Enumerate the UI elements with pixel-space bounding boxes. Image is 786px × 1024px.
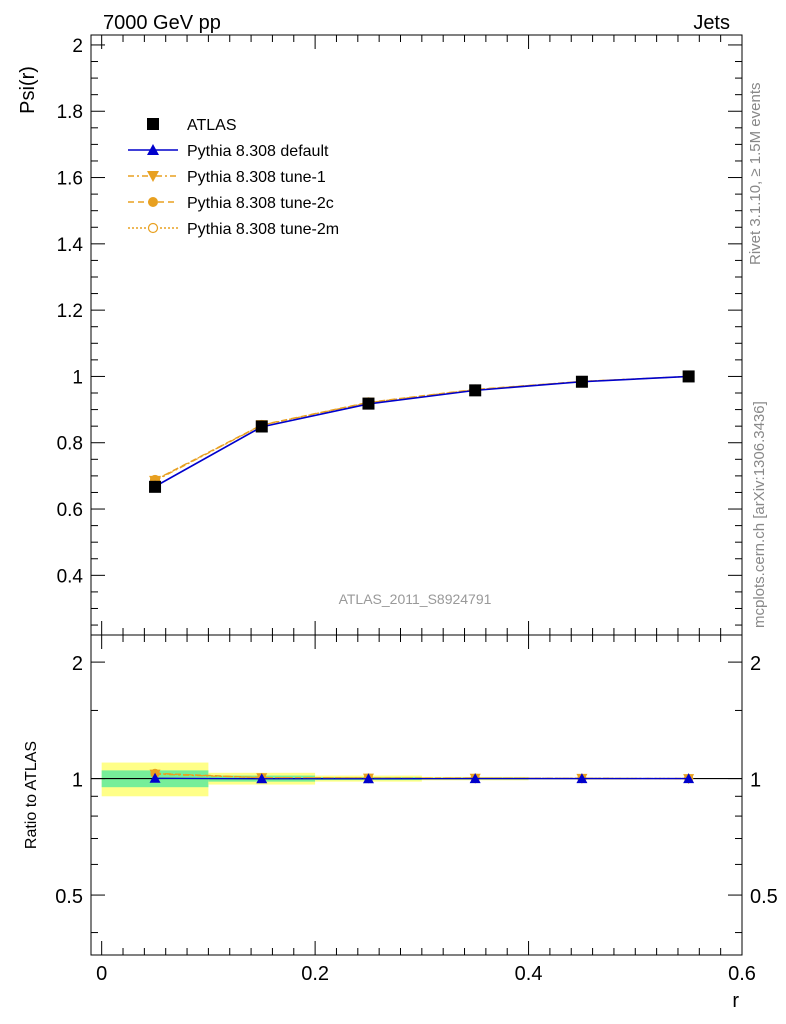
- data-point-triangle-up: [469, 773, 481, 784]
- legend-label: Pythia 8.308 default: [187, 143, 329, 160]
- x-tick-label: 0.6: [728, 963, 756, 985]
- main-y-ticks: 0.4 0.6 0.8 1 1.2 1.4 1.6 1.8 2: [57, 35, 743, 635]
- side-labels: Rivet 3.1.10, ≥ 1.5M events mcplots.cern…: [747, 83, 768, 629]
- y-tick-label: 1.6: [57, 169, 83, 190]
- x-tick-label: 0.2: [301, 963, 329, 985]
- data-point-triangle-up: [256, 773, 268, 784]
- ratio-frame: [90, 634, 743, 956]
- y-tick-label: 0.6: [57, 500, 83, 521]
- series-line: [154, 375, 689, 482]
- ratio-y-tick-label-right: 2: [750, 653, 761, 675]
- series-line: [154, 375, 689, 488]
- main-panel: 0.4 0.6 0.8 1 1.2 1.4 1.6 1.8 2 Psi(r) ATLAS_201…: [17, 34, 743, 636]
- y-tick-label: 0.8: [57, 434, 83, 455]
- watermark: ATLAS_2011_S8924791: [339, 591, 492, 607]
- data-point-square: [255, 420, 268, 433]
- rivet-label: Rivet 3.1.10, ≥ 1.5M events: [747, 83, 764, 266]
- ratio-y-tick-label-right: 1: [750, 770, 761, 792]
- x-axis-ticks: 0 0.2 0.4 0.6: [96, 635, 756, 985]
- data-point-square: [147, 118, 159, 130]
- ratio-curves: [149, 768, 695, 785]
- x-tick-label: 0: [96, 963, 107, 985]
- data-point-triangle-down: [147, 171, 159, 182]
- ratio-band: [91, 762, 742, 797]
- main-curves: [149, 370, 695, 493]
- legend-label: Pythia 8.308 tune-2m: [187, 221, 339, 238]
- y-tick-label: 0.4: [57, 566, 84, 587]
- ratio-y-tick-label: 0.5: [55, 886, 83, 908]
- header-left: 7000 GeV pp: [103, 12, 221, 34]
- header-right: Jets: [693, 12, 730, 34]
- legend-label: Pythia 8.308 tune-2c: [187, 195, 334, 212]
- data-point-circle: [148, 197, 158, 207]
- ratio-series-line: [155, 777, 689, 780]
- y-tick-label: 1.8: [57, 102, 83, 123]
- data-point-triangle-up: [362, 773, 374, 784]
- data-point-triangle-up: [683, 773, 695, 784]
- legend: ATLAS Pythia 8.308 default Pythia 8.308 tu…: [128, 117, 339, 238]
- ratio-y-tick-label: 1: [72, 770, 83, 792]
- ratio-y-tick-label-right: 0.5: [750, 886, 778, 908]
- data-point-square: [149, 480, 162, 493]
- data-point-square: [575, 375, 588, 388]
- data-point-square: [469, 384, 482, 397]
- x-tick-label: 0.4: [515, 963, 543, 985]
- y-tick-label: 1.4: [57, 235, 84, 256]
- legend-label: Pythia 8.308 tune-1: [187, 169, 326, 186]
- series-line: [154, 375, 689, 481]
- y-tick-label: 2: [72, 36, 83, 57]
- ratio-y-label: Ratio to ATLAS: [23, 741, 40, 849]
- series-line: [154, 375, 689, 481]
- y-tick-label: 1: [72, 367, 83, 388]
- data-point-square: [362, 397, 375, 410]
- main-y-label: Psi(r): [17, 66, 39, 114]
- legend-label: ATLAS: [187, 117, 237, 134]
- ratio-panel: 0.5 0.5 1 1 2 2 Ratio to ATLAS 0 0.2 0.4 0.6 r: [23, 634, 778, 1012]
- data-point-circle-open: [147, 222, 159, 234]
- data-point-triangle-up: [149, 772, 161, 783]
- x-axis-label: r: [732, 990, 739, 1012]
- data-point-triangle-up: [576, 773, 588, 784]
- ratio-y-tick-label: 2: [72, 653, 83, 675]
- data-point-square: [682, 370, 695, 383]
- ratio-y-ticks: 0.5 0.5 1 1 2 2: [55, 653, 778, 934]
- data-point-triangle-up: [147, 144, 159, 155]
- y-tick-label: 1.2: [57, 301, 83, 322]
- mcplots-label: mcplots.cern.ch [arXiv:1306.3436]: [751, 401, 768, 628]
